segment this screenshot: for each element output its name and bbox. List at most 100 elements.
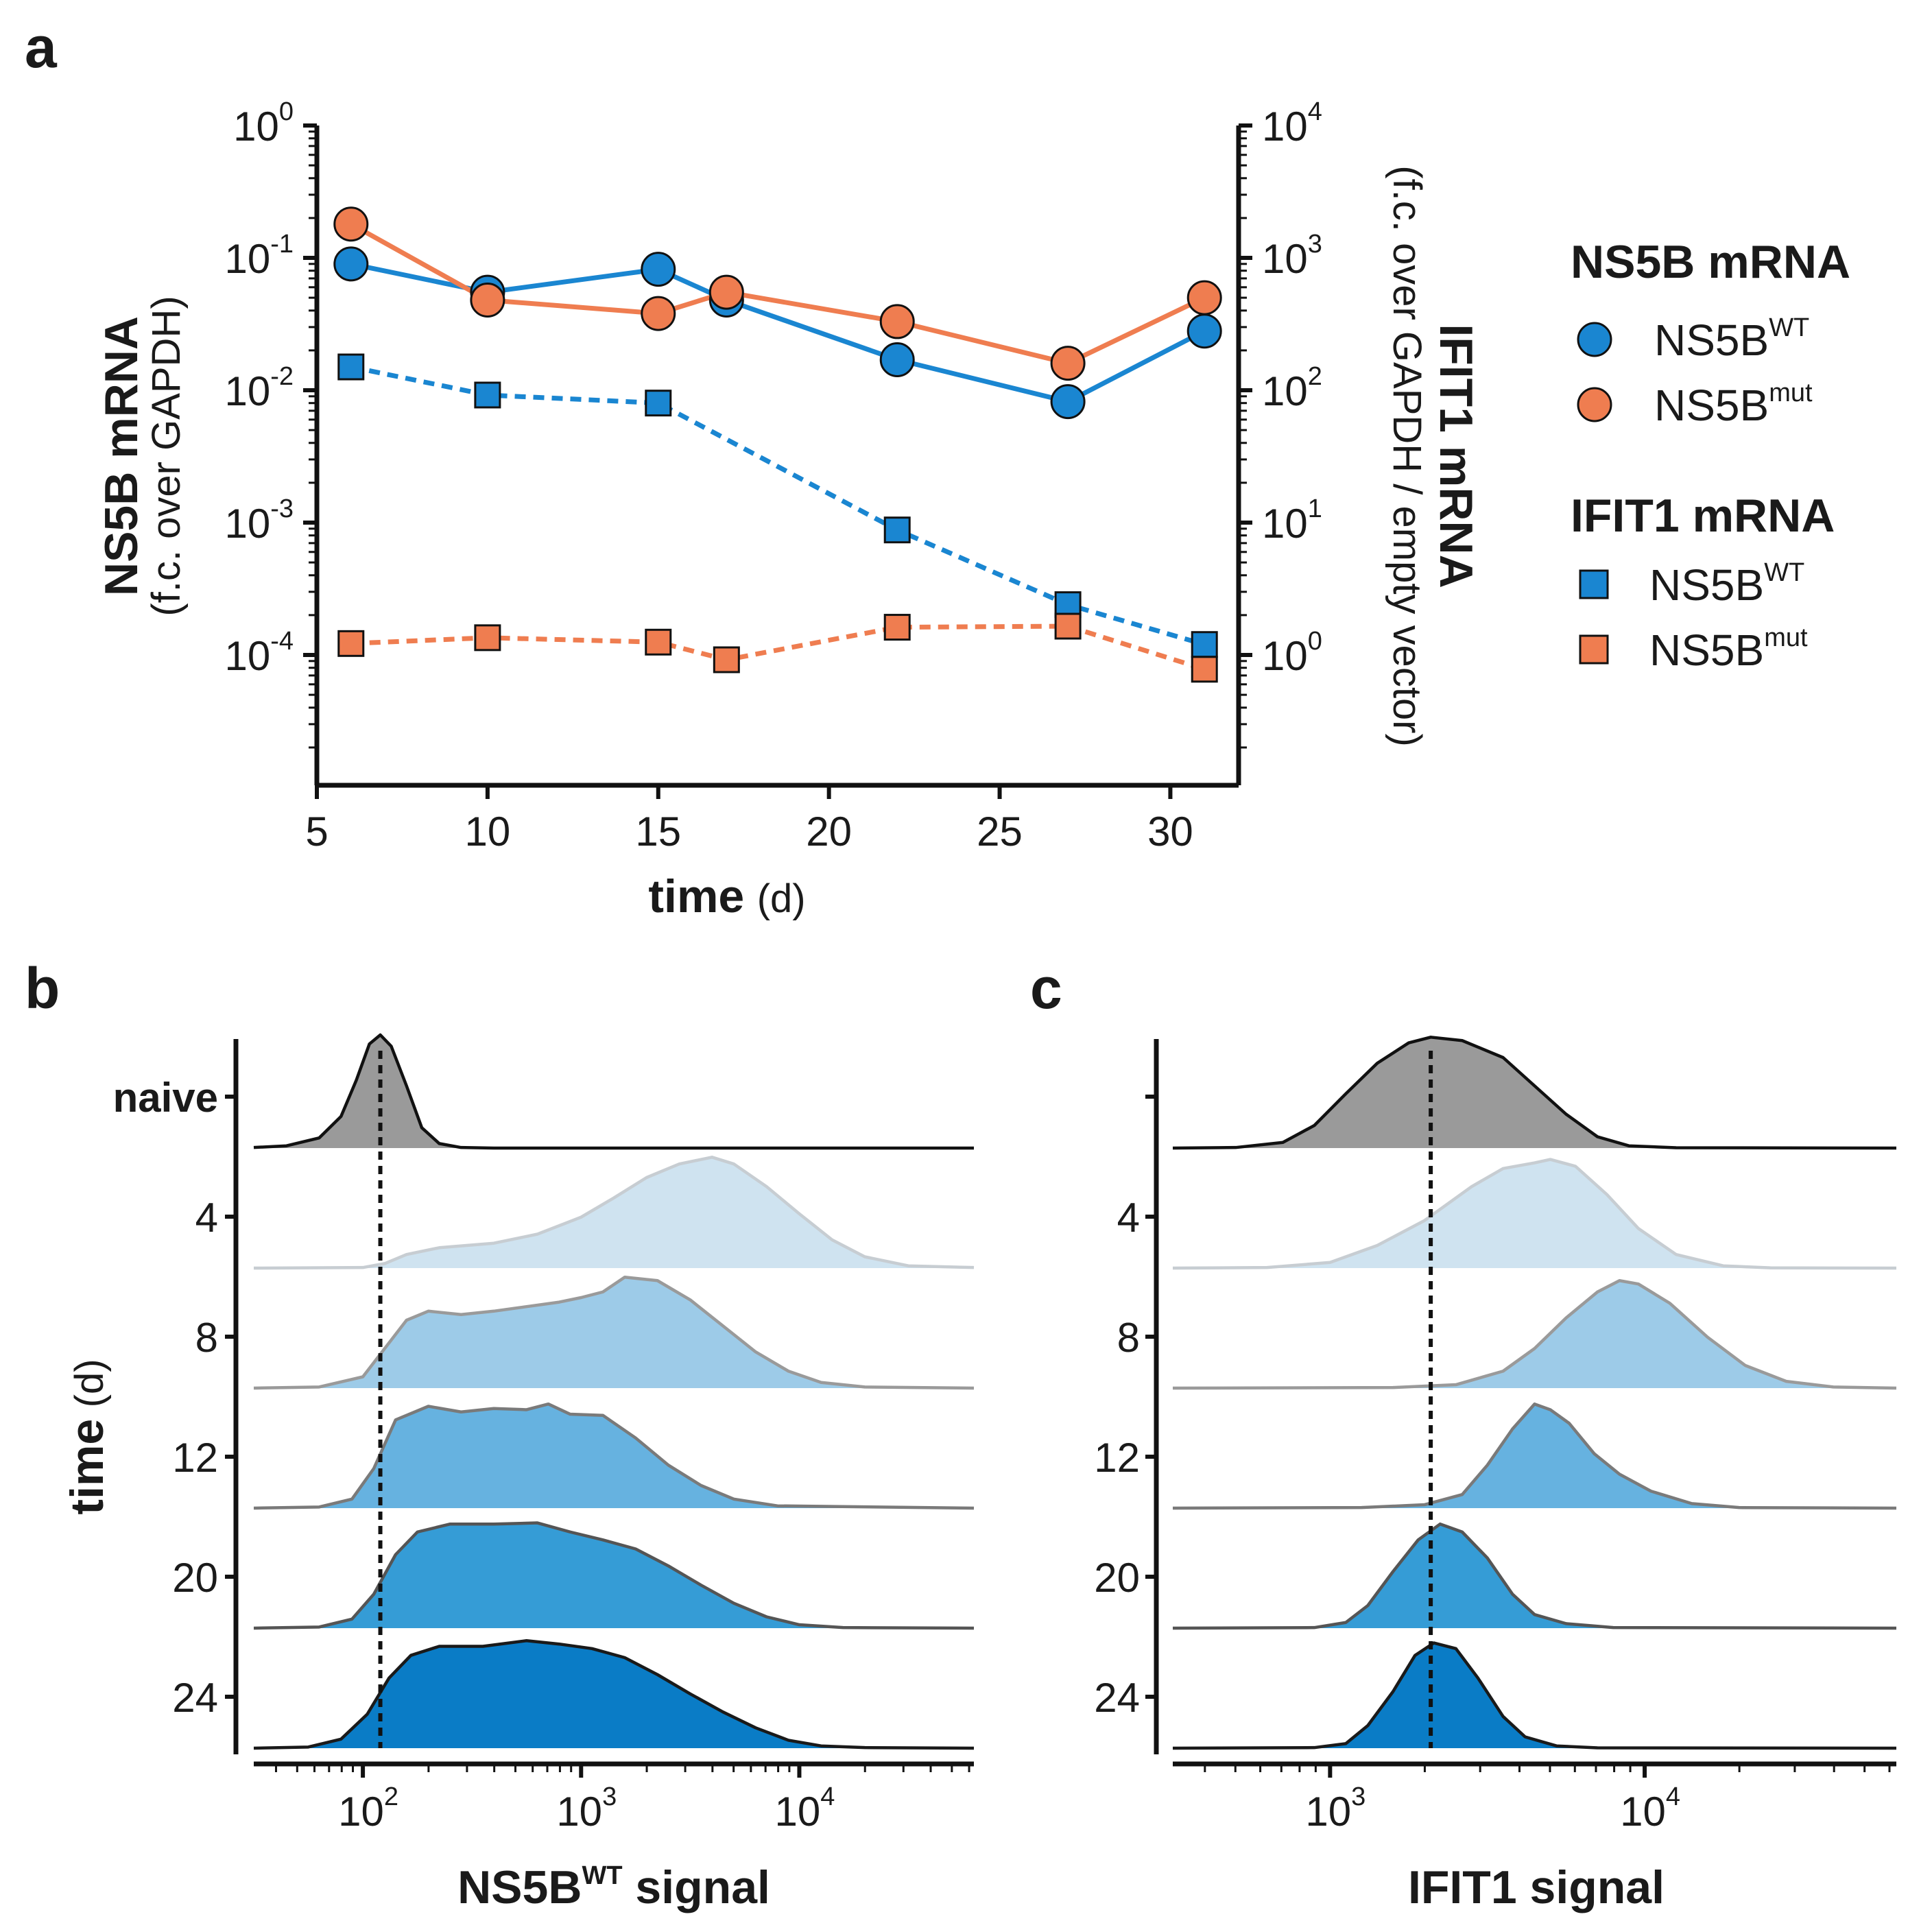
right-tick-label: 100 xyxy=(1262,627,1322,679)
panel-a-legend: NS5B mRNA NS5BWT NS5Bmut IFIT1 mRNA NS5B… xyxy=(1571,236,1850,675)
x-tick-label: 5 xyxy=(305,809,328,855)
x-tick-label: 15 xyxy=(635,809,681,855)
density-area xyxy=(1173,1404,1896,1508)
right-tick-label-exp: 4 xyxy=(1308,97,1322,126)
series-line xyxy=(350,364,1206,647)
left-tick-label-exp: -2 xyxy=(270,362,294,391)
panel-letter-c: c xyxy=(1030,956,1062,1021)
ridge-x-tick-label: 102 xyxy=(338,1782,398,1835)
legend-ifit1-wt-square xyxy=(1579,569,1609,599)
data-point xyxy=(1186,313,1222,349)
data-point xyxy=(879,342,915,378)
ridge-row-label: 12 xyxy=(172,1435,218,1481)
data-point xyxy=(1191,656,1218,683)
panel-letter-a: a xyxy=(25,15,58,80)
ridge-x-tick-label-base: 10 xyxy=(775,1789,821,1835)
data-point xyxy=(641,296,676,331)
right-tick-label-base: 10 xyxy=(1262,633,1308,679)
right-axis-subtitle: (f.c. over GAPDH / empty vector) xyxy=(1385,165,1429,747)
x-tick-label: 10 xyxy=(465,809,511,855)
panel-a-series xyxy=(333,206,1222,683)
left-tick-label-base: 10 xyxy=(224,633,270,679)
left-axis-title: NS5B mRNA xyxy=(95,316,147,596)
panel-b-x-title-sup: WT xyxy=(582,1861,622,1890)
density-outline xyxy=(1172,1279,1897,1390)
legend-ifit1-wt-label: NS5BWT xyxy=(1649,558,1804,610)
right-tick-label-base: 10 xyxy=(1262,236,1308,282)
density-outline xyxy=(253,1521,975,1630)
right-tick-label: 101 xyxy=(1262,494,1322,547)
left-axis-subtitle: (f.c. over GAPDH) xyxy=(144,296,189,616)
left-tick-label-base: 10 xyxy=(224,236,270,282)
right-tick-label-exp: 2 xyxy=(1308,362,1322,391)
ridge-row-label: 4 xyxy=(195,1195,218,1241)
legend-ns5b-wt-base: NS5B xyxy=(1654,315,1769,365)
data-point xyxy=(1050,346,1086,381)
data-point xyxy=(645,628,672,656)
density-area xyxy=(254,1523,974,1628)
left-tick-label-base: 10 xyxy=(224,501,270,547)
ridge-x-tick-label: 104 xyxy=(775,1782,835,1835)
density-area xyxy=(254,1640,974,1748)
panel-b-x-title-base: NS5B xyxy=(457,1861,582,1913)
data-point xyxy=(337,630,365,657)
data-point xyxy=(1050,384,1086,420)
density-outline xyxy=(253,1639,975,1750)
data-point xyxy=(337,353,365,381)
data-point xyxy=(1191,631,1218,658)
data-point xyxy=(708,274,744,310)
panel-b-y-title-unit: (d) xyxy=(67,1359,112,1407)
density-outline xyxy=(1172,1158,1897,1270)
ridge-x-tick-label: 104 xyxy=(1620,1782,1680,1835)
panel-c-x-title: IFIT1 signal xyxy=(1408,1861,1665,1913)
ridge-x-tick-label-base: 10 xyxy=(1305,1789,1351,1835)
legend-ifit1-mut-base: NS5B xyxy=(1649,625,1764,675)
data-point xyxy=(474,624,501,652)
ridge-x-tick-label-base: 10 xyxy=(338,1789,384,1835)
data-point xyxy=(1186,280,1222,315)
data-point xyxy=(333,206,369,242)
ridge-row-label: naive xyxy=(113,1075,218,1121)
right-tick-label-base: 10 xyxy=(1262,501,1308,547)
right-tick-label: 102 xyxy=(1262,362,1322,414)
right-tick-label: 104 xyxy=(1262,97,1322,150)
data-point xyxy=(883,516,911,544)
legend-ns5b-mut-label: NS5Bmut xyxy=(1654,379,1813,430)
data-point xyxy=(1054,612,1082,640)
ridge-row-label: 4 xyxy=(1117,1195,1140,1241)
legend-ns5b-wt-circle xyxy=(1577,322,1612,357)
density-area xyxy=(1173,1643,1896,1748)
panel-letter-b: b xyxy=(25,956,60,1021)
ridge-x-tick-label-exp: 3 xyxy=(602,1782,617,1811)
x-tick-label: 30 xyxy=(1147,809,1193,855)
data-point xyxy=(474,381,501,409)
density-outline xyxy=(253,1276,975,1390)
density-area xyxy=(254,1157,974,1268)
ridge-x-tick-label: 103 xyxy=(1305,1782,1365,1835)
legend-ns5b-wt-label: NS5BWT xyxy=(1654,313,1809,365)
ridge-x-tick-label-exp: 3 xyxy=(1351,1782,1365,1811)
legend-group2-title: IFIT1 mRNA xyxy=(1571,490,1835,542)
right-tick-label-base: 10 xyxy=(1262,368,1308,414)
density-area xyxy=(1173,1159,1896,1268)
ridge-x-tick-label-exp: 2 xyxy=(384,1782,398,1811)
legend-ns5b-mut-circle xyxy=(1577,387,1612,422)
legend-ns5b-mut-sup: mut xyxy=(1769,379,1813,407)
legend-ifit1-mut-square xyxy=(1579,634,1609,665)
ridge-x-tick-label-exp: 4 xyxy=(1666,1782,1680,1811)
legend-group1-title: NS5B mRNA xyxy=(1571,236,1850,288)
legend-ifit1-wt-sup: WT xyxy=(1764,558,1804,587)
density-outline xyxy=(1172,1641,1897,1750)
left-tick-label: 10-4 xyxy=(224,627,294,679)
data-point xyxy=(883,614,911,641)
x-tick-label: 25 xyxy=(977,809,1023,855)
right-tick-label: 103 xyxy=(1262,230,1322,282)
ridge-x-tick-label-base: 10 xyxy=(1620,1789,1666,1835)
data-point xyxy=(645,390,672,417)
ridge-x-tick-label: 103 xyxy=(556,1782,617,1835)
x-tick-label: 20 xyxy=(806,809,852,855)
